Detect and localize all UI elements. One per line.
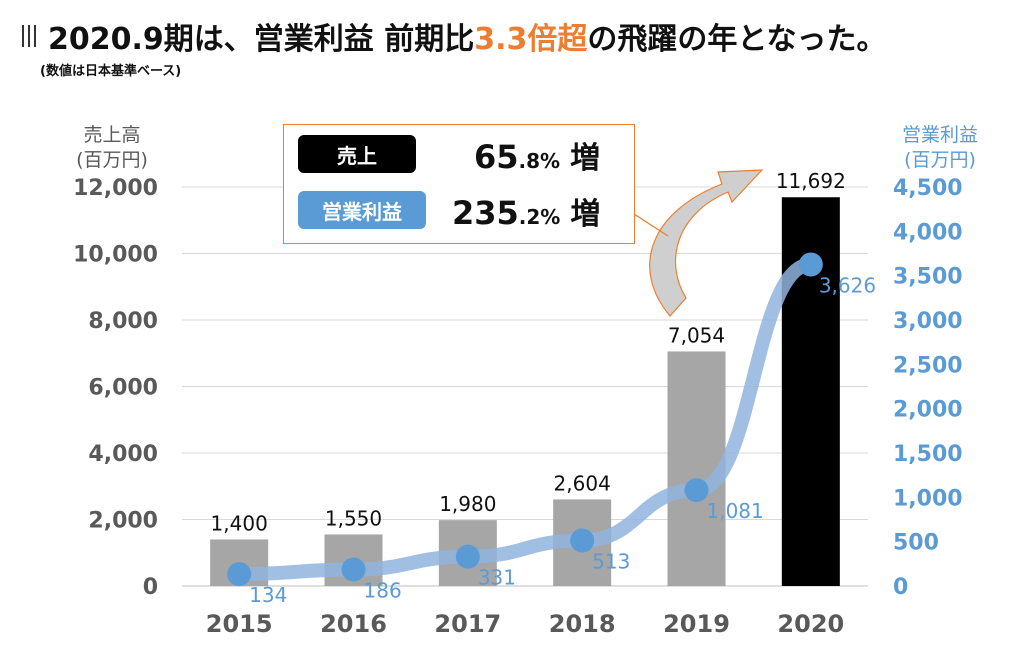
right-axis-title: (百万円) xyxy=(904,149,976,171)
sales-growth-int: 65 xyxy=(474,138,519,176)
right-axis-tick-label: 1,000 xyxy=(893,486,963,511)
profit-point xyxy=(341,557,366,582)
callout-pointer-line xyxy=(633,213,669,237)
right-axis-tick-label: 3,000 xyxy=(893,309,963,334)
sales-label-pill: 売上 xyxy=(298,135,416,173)
profit-point xyxy=(227,562,252,587)
x-axis-tick-label: 2016 xyxy=(320,610,387,638)
profit-label-pill: 営業利益 xyxy=(298,191,426,229)
left-axis-tick-label: 4,000 xyxy=(88,442,158,467)
left-axis-tick-label: 8,000 xyxy=(88,309,158,334)
profit-growth-row: 営業利益 xyxy=(298,191,426,229)
title-suffix: の飛躍の年となった。 xyxy=(587,22,887,57)
left-axis-title: 売上高 xyxy=(83,124,140,146)
title-prefix: 2020.9期は、営業利益 前期比 xyxy=(48,22,475,57)
profit-growth-dec: .2% xyxy=(518,205,561,229)
left-axis-tick-label: 10,000 xyxy=(73,243,158,268)
profit-growth-word: 増 xyxy=(570,197,601,232)
page-title: 2020.9期は、営業利益 前期比3.3倍超の飛躍の年となった。 xyxy=(48,14,886,58)
x-axis-tick-label: 2019 xyxy=(663,610,730,638)
subtitle: (数値は日本基準ベース) xyxy=(40,64,182,79)
sales-growth-value: 65.8% 増 xyxy=(474,133,600,177)
bar-value-label: 7,054 xyxy=(668,323,725,347)
profit-value-label: 3,626 xyxy=(819,273,876,297)
profit-point xyxy=(455,544,480,569)
profit-value-label: 134 xyxy=(249,583,287,607)
bar-value-label: 1,400 xyxy=(211,511,268,535)
title-bars-icon xyxy=(22,23,36,49)
profit-value-label: 186 xyxy=(364,579,402,603)
sales-growth-row: 売上 xyxy=(298,135,416,173)
bar-value-label: 11,692 xyxy=(776,169,846,193)
profit-growth-value: 235.2% 増 xyxy=(452,189,600,233)
profit-value-label: 513 xyxy=(592,550,630,574)
right-axis-tick-label: 2,000 xyxy=(893,398,963,423)
right-axis-tick-label: 1,500 xyxy=(893,442,963,467)
right-axis-tick-label: 0 xyxy=(893,575,908,600)
left-axis-tick-label: 12,000 xyxy=(73,176,158,201)
sales-growth-dec: .8% xyxy=(518,149,561,173)
right-axis-tick-label: 4,000 xyxy=(893,220,963,245)
title-row: 2020.9期は、営業利益 前期比3.3倍超の飛躍の年となった。 xyxy=(22,14,886,58)
bar-value-label: 1,550 xyxy=(325,506,382,530)
profit-growth-int: 235 xyxy=(452,194,519,232)
bar-value-label: 2,604 xyxy=(554,471,611,495)
curved-arrow-shape xyxy=(649,169,764,317)
right-axis-title: 営業利益 xyxy=(902,124,978,146)
sales-growth-word: 増 xyxy=(570,141,601,176)
profit-point xyxy=(798,252,823,277)
profit-point xyxy=(570,528,595,553)
left-axis-tick-label: 6,000 xyxy=(88,376,158,401)
bar-value-label: 1,980 xyxy=(439,492,496,516)
left-axis-tick-label: 0 xyxy=(143,575,158,600)
right-axis-tick-label: 3,500 xyxy=(893,265,963,290)
profit-value-label: 331 xyxy=(478,566,516,590)
profit-value-label: 1,081 xyxy=(707,499,764,523)
title-highlight: 3.3倍超 xyxy=(474,22,588,57)
growth-callout: 売上 65.8% 増 営業利益 235.2% 増 xyxy=(283,124,635,244)
left-axis-title: (百万円) xyxy=(76,149,148,171)
right-axis-tick-label: 500 xyxy=(893,531,939,556)
profit-point xyxy=(684,478,709,503)
x-axis-tick-label: 2015 xyxy=(206,610,273,638)
x-axis-tick-label: 2020 xyxy=(777,610,844,638)
right-axis-tick-label: 2,500 xyxy=(893,353,963,378)
right-axis-tick-label: 4,500 xyxy=(893,176,963,201)
x-axis-tick-label: 2018 xyxy=(549,610,616,638)
x-axis-tick-label: 2017 xyxy=(434,610,501,638)
left-axis-tick-label: 2,000 xyxy=(88,509,158,534)
